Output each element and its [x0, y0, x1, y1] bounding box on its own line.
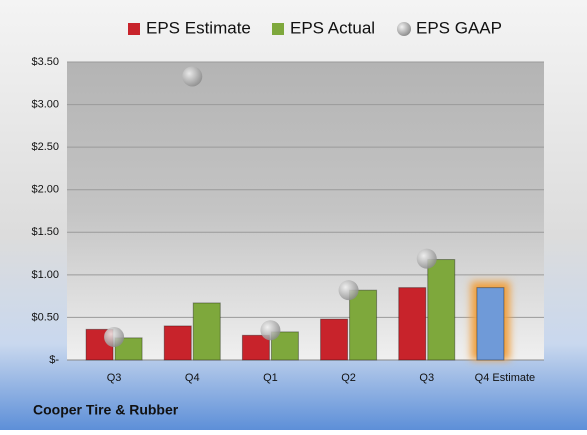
legend-label: EPS GAAP: [416, 18, 502, 37]
bar: [320, 318, 349, 361]
x-tick-label: Q3: [107, 372, 122, 384]
x-tick-label: Q3: [419, 372, 434, 384]
x-tick-label: Q2: [341, 372, 356, 384]
y-tick-label: $1.00: [31, 269, 59, 281]
y-tick-label: $2.50: [31, 141, 59, 153]
bar: [476, 287, 505, 361]
bar: [192, 302, 221, 361]
bar: [427, 259, 456, 361]
legend-marker: [397, 22, 411, 36]
y-tick-label: $3.00: [31, 98, 59, 110]
x-tick-label: Q4 Estimate: [475, 372, 536, 384]
y-tick-label: $-: [49, 354, 59, 366]
gaap-marker: [182, 66, 203, 87]
legend-label: EPS Actual: [290, 18, 375, 37]
bar: [163, 325, 192, 361]
y-tick-label: $3.50: [31, 56, 59, 68]
gaap-marker: [416, 248, 437, 269]
y-tick-label: $2.00: [31, 184, 59, 196]
y-tick-label: $0.50: [31, 311, 59, 323]
y-tick-label: $1.50: [31, 226, 59, 238]
bar: [241, 334, 270, 361]
plot-area: [67, 62, 544, 360]
gaap-marker: [260, 320, 281, 341]
gaap-marker: [338, 280, 359, 301]
bar: [398, 287, 427, 361]
bar: [349, 289, 378, 361]
gaap-marker: [104, 327, 125, 348]
legend-marker: [128, 23, 140, 35]
bar: [114, 337, 143, 361]
legend-marker: [272, 23, 284, 35]
legend-label: EPS Estimate: [146, 18, 251, 37]
x-tick-label: Q1: [263, 372, 278, 384]
x-tick-label: Q4: [185, 372, 200, 384]
footer: Cooper Tire & Rubber: [33, 402, 179, 418]
